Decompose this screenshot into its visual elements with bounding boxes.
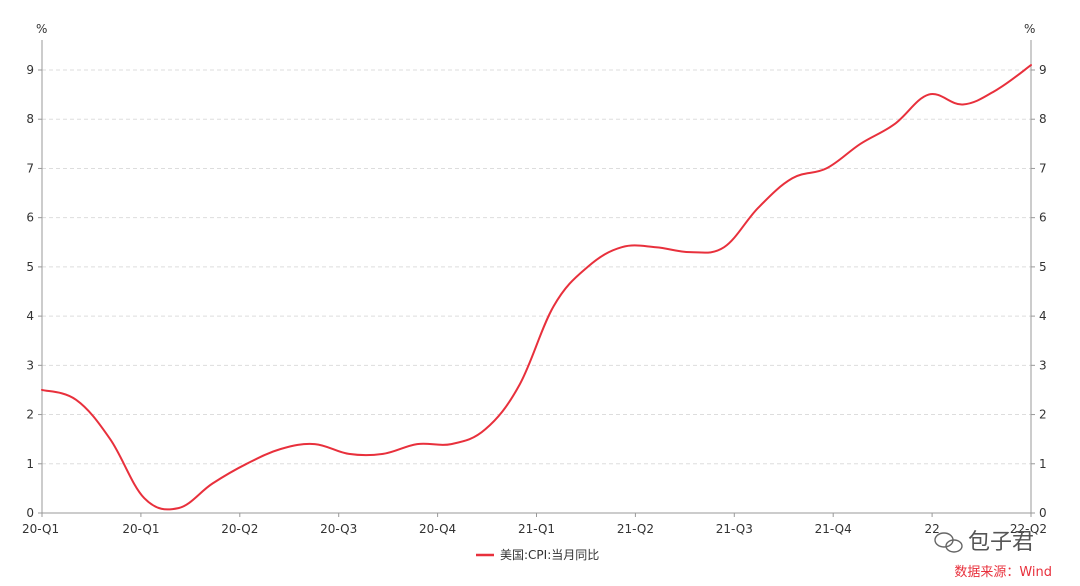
y-tick-label-left: 1 (26, 457, 34, 471)
x-tick-label: 20-Q2 (221, 522, 258, 536)
x-tick-label: 21-Q3 (716, 522, 753, 536)
y-tick-label-right: 9 (1039, 63, 1047, 77)
y-tick-labels: 0 0 1 1 2 2 3 3 4 4 5 5 6 6 7 7 8 8 9 9 (26, 63, 1046, 520)
y-tick-label-right: 8 (1039, 112, 1047, 126)
grid-lines (42, 69, 1031, 465)
y-tick-label-left: 7 (26, 161, 34, 175)
y-tick-label-left: 6 (26, 211, 34, 225)
wechat-icon (934, 532, 963, 553)
x-tick-label: 20-Q1 (122, 522, 159, 536)
y-tick-label-right: 0 (1039, 506, 1047, 520)
y-tick-label-right: 4 (1039, 309, 1047, 323)
x-tick-label: 20-Q1 (22, 522, 59, 536)
y-tick-label-right: 1 (1039, 457, 1047, 471)
y-tick-label-right: 6 (1039, 211, 1047, 225)
data-source-note: 数据来源：Wind (954, 565, 1052, 580)
y-tick-label-right: 2 (1039, 408, 1047, 422)
y-tick-label-left: 2 (26, 408, 34, 422)
x-tick-label: 21-Q2 (617, 522, 654, 536)
x-tick-label: 22 (924, 522, 939, 536)
y-tick-label-left: 9 (26, 63, 34, 77)
x-tick-labels: 20-Q1 20-Q1 20-Q2 20-Q3 20-Q4 21-Q1 21-Q2 21-Q3… (22, 513, 1047, 536)
watermark: 包子君 (934, 530, 1034, 555)
left-axis-unit: % (36, 22, 47, 36)
legend: 美国:CPI:当月同比 (476, 548, 599, 562)
x-tick-label: 21-Q1 (518, 522, 555, 536)
series-layer (41, 64, 1032, 511)
y-tick-label-left: 4 (26, 309, 34, 323)
y-tick-label-right: 7 (1039, 161, 1047, 175)
axes: % % (36, 22, 1035, 514)
y-tick-label-left: 0 (26, 506, 34, 520)
right-axis-unit: % (1024, 22, 1035, 36)
y-tick-label-right: 3 (1039, 358, 1047, 372)
watermark-text: 包子君 (968, 530, 1034, 555)
x-tick-label: 21-Q4 (815, 522, 852, 536)
y-tick-label-right: 5 (1039, 260, 1047, 274)
y-tick-label-left: 8 (26, 112, 34, 126)
legend-label: 美国:CPI:当月同比 (500, 548, 599, 562)
y-tick-label-left: 5 (26, 260, 34, 274)
y-tick-label-left: 3 (26, 358, 34, 372)
x-tick-label: 20-Q4 (419, 522, 456, 536)
x-tick-label: 22-Q2 (1010, 522, 1047, 536)
x-tick-label: 20-Q3 (320, 522, 357, 536)
series-line-us-cpi-yoy (41, 64, 1032, 511)
